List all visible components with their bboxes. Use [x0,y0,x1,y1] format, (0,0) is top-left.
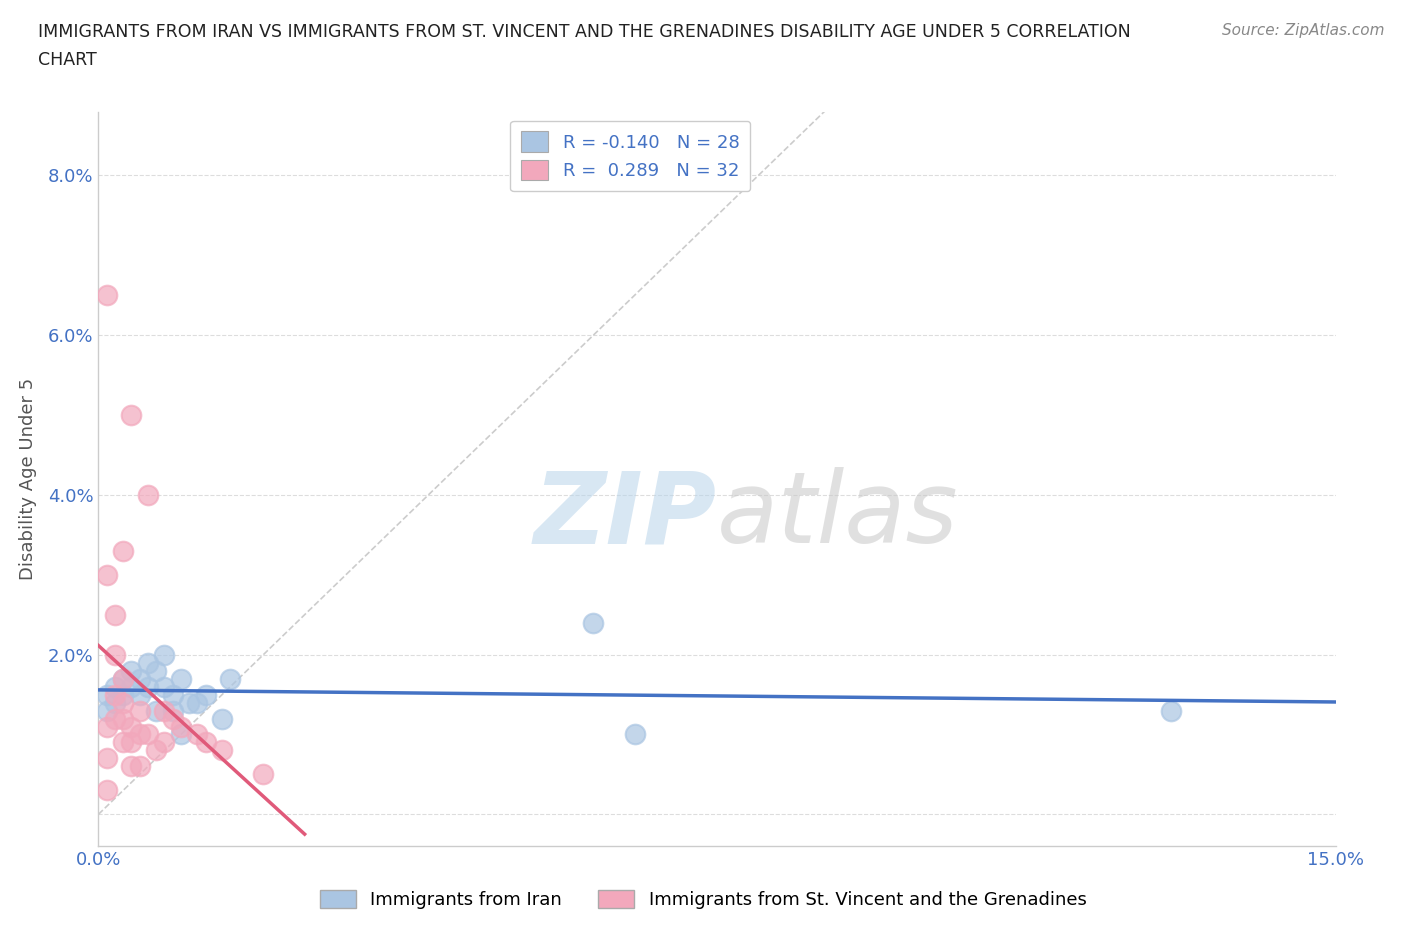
Point [252,767,274,782]
Point [120,679,142,694]
Point [120,407,142,422]
Point [96,687,118,702]
Point [128,759,150,774]
Point [128,727,150,742]
Point [112,671,135,686]
Point [96,288,118,303]
Point [219,671,242,686]
Point [153,647,176,662]
Point [153,703,176,718]
Point [104,695,127,710]
Point [128,671,150,686]
Point [194,735,217,750]
Point [170,727,193,742]
Point [136,727,159,742]
Point [112,711,135,726]
Point [162,687,184,702]
Point [104,711,127,726]
Point [211,743,233,758]
Point [120,735,142,750]
Text: Source: ZipAtlas.com: Source: ZipAtlas.com [1222,23,1385,38]
Point [162,711,184,726]
Text: atlas: atlas [717,467,959,565]
Point [96,719,118,734]
Point [104,647,127,662]
Point [179,695,201,710]
Point [186,695,208,710]
Point [112,687,135,702]
Point [120,759,142,774]
Point [1160,703,1182,718]
Point [112,543,135,558]
Point [145,743,167,758]
Point [136,656,159,671]
Point [136,487,159,502]
Point [112,671,135,686]
Text: IMMIGRANTS FROM IRAN VS IMMIGRANTS FROM ST. VINCENT AND THE GRENADINES DISABILIT: IMMIGRANTS FROM IRAN VS IMMIGRANTS FROM … [38,23,1130,41]
Point [128,703,150,718]
Point [128,687,150,702]
Point [211,711,233,726]
Point [104,679,127,694]
Point [170,671,193,686]
Point [96,567,118,582]
Point [96,751,118,766]
Point [120,719,142,734]
Point [153,679,176,694]
Point [104,687,127,702]
Point [112,735,135,750]
Point [120,663,142,678]
Point [136,679,159,694]
Point [194,687,217,702]
Text: ZIP: ZIP [534,467,717,565]
Point [153,735,176,750]
Point [145,663,167,678]
Point [96,703,118,718]
Point [104,607,127,622]
Legend: Immigrants from Iran, Immigrants from St. Vincent and the Grenadines: Immigrants from Iran, Immigrants from St… [312,883,1094,916]
Legend: R = -0.140   N = 28, R =  0.289   N = 32: R = -0.140 N = 28, R = 0.289 N = 32 [510,121,751,192]
Text: CHART: CHART [38,51,97,69]
Point [96,783,118,798]
Point [145,703,167,718]
Point [170,719,193,734]
Point [186,727,208,742]
Point [623,727,645,742]
Point [112,695,135,710]
Point [582,616,605,631]
Point [162,703,184,718]
Y-axis label: Disability Age Under 5: Disability Age Under 5 [18,378,37,580]
